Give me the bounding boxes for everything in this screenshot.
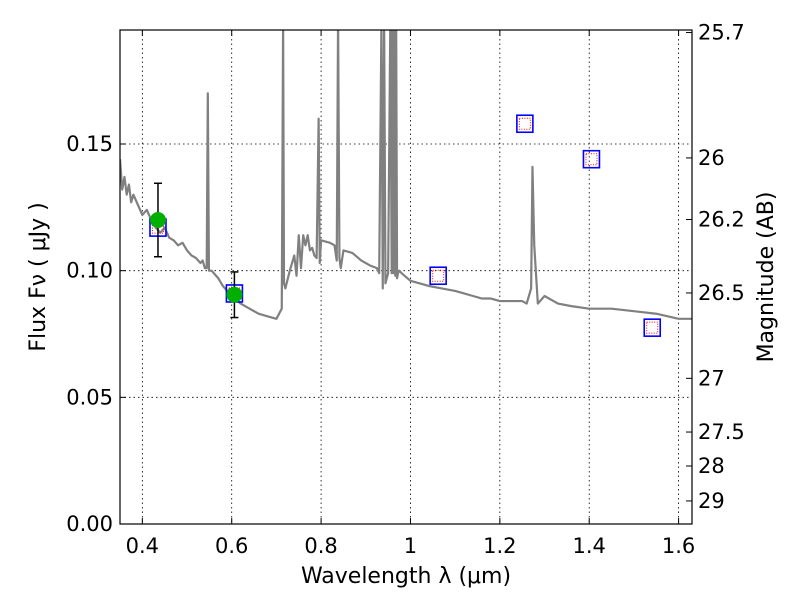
x-tick-label: 1 (404, 534, 417, 558)
plot-area (120, 30, 692, 320)
model-photometry-inner (432, 269, 445, 282)
x-tick-label: 1.6 (662, 534, 695, 558)
right-tick-label: 27.5 (698, 420, 745, 444)
x-tick-label: 0.4 (126, 534, 159, 558)
x-tick-label: 1.4 (573, 534, 606, 558)
plot-frame (119, 29, 693, 525)
right-tick-label: 28 (698, 454, 725, 478)
observed-point (226, 286, 243, 303)
right-tick-label: 26 (698, 146, 725, 170)
right-tick-label: 27 (698, 366, 725, 390)
x-tick-label: 0.6 (215, 534, 248, 558)
y-axis-label: Flux Fν ( μJy ) (26, 202, 51, 351)
right-tick-label: 26.2 (698, 207, 745, 231)
right-tick-label: 26.5 (698, 281, 745, 305)
right-tick-label: 25.7 (698, 21, 745, 45)
observed-point (149, 212, 166, 228)
y-tick-label: 0.00 (66, 512, 113, 536)
axis-ticks: 0.4 0.6 0.8 1 1.2 1.4 1.6 0.00 0.05 0.10 0.15 25.7 2… (66, 21, 745, 558)
right-axis-label: Magnitude (AB) (754, 192, 779, 363)
data-markers (149, 114, 662, 337)
model-photometry-inner (518, 117, 531, 130)
model-spectrum-line (120, 30, 692, 320)
x-tick-label: 0.8 (304, 534, 337, 558)
x-axis-label: Wavelength λ (μm) (301, 564, 511, 589)
right-tick-label: 29 (698, 489, 725, 513)
model-photometry-inner (585, 153, 598, 166)
model-photometry-inner (646, 321, 659, 334)
y-tick-label: 0.05 (66, 385, 113, 409)
y-tick-label: 0.10 (66, 259, 113, 283)
model-photometry-box (429, 266, 447, 286)
model-photometry-box (643, 318, 662, 337)
x-tick-label: 1.2 (483, 534, 516, 558)
y-tick-label: 0.15 (66, 132, 113, 156)
model-photometry-box (516, 114, 534, 134)
model-photometry-box (582, 149, 601, 169)
